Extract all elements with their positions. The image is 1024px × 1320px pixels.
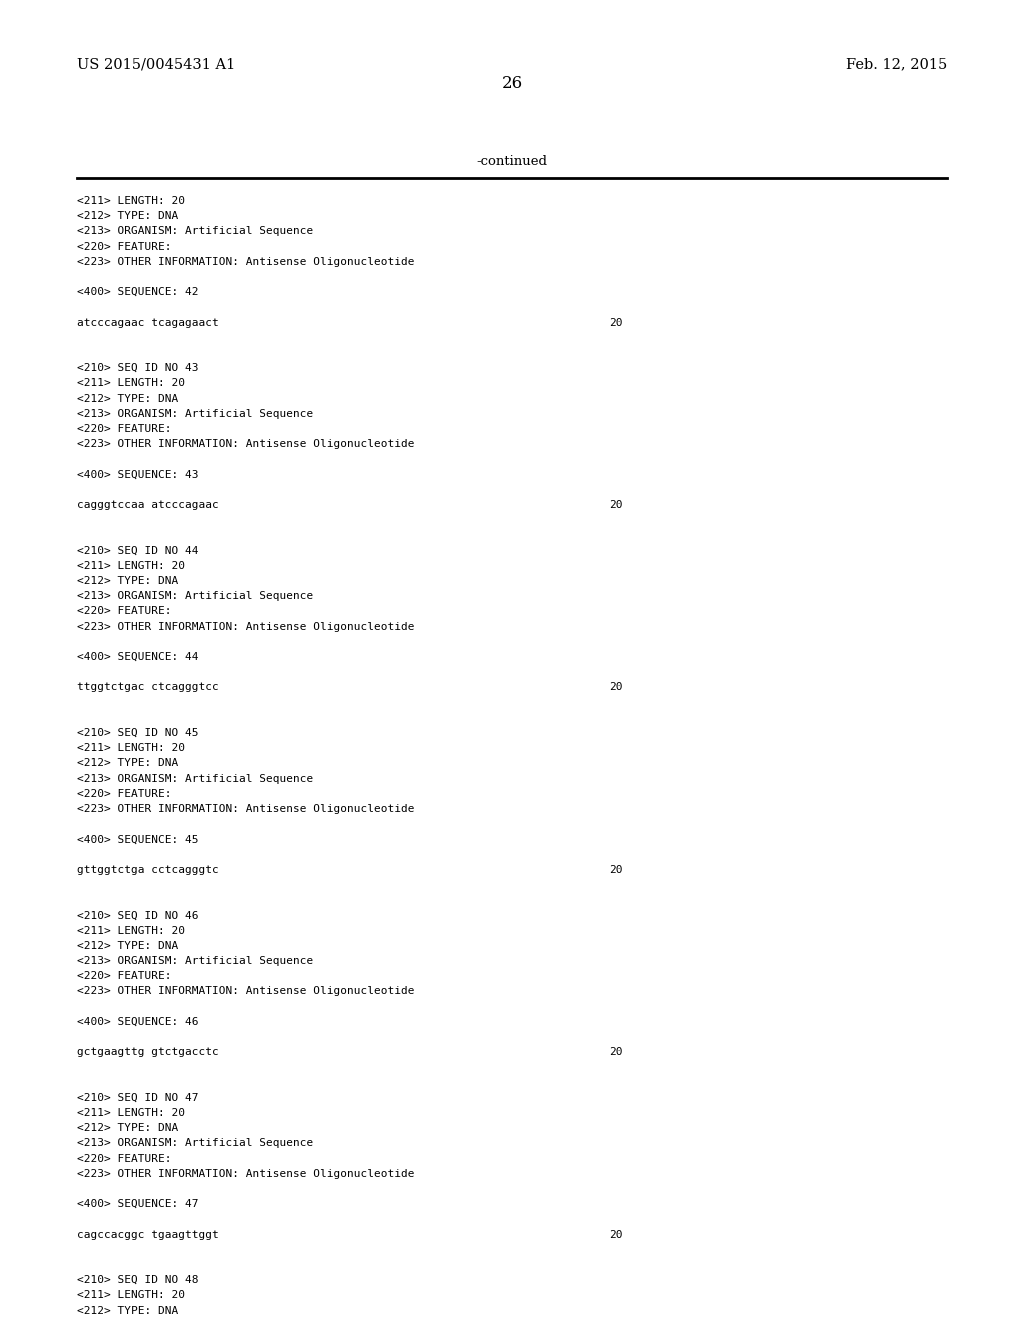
Text: <220> FEATURE:: <220> FEATURE:	[77, 972, 171, 981]
Text: <220> FEATURE:: <220> FEATURE:	[77, 606, 171, 616]
Text: 20: 20	[609, 1047, 623, 1057]
Text: <220> FEATURE:: <220> FEATURE:	[77, 789, 171, 799]
Text: <211> LENGTH: 20: <211> LENGTH: 20	[77, 379, 184, 388]
Text: <220> FEATURE:: <220> FEATURE:	[77, 424, 171, 434]
Text: <223> OTHER INFORMATION: Antisense Oligonucleotide: <223> OTHER INFORMATION: Antisense Oligo…	[77, 622, 415, 631]
Text: <223> OTHER INFORMATION: Antisense Oligonucleotide: <223> OTHER INFORMATION: Antisense Oligo…	[77, 257, 415, 267]
Text: <211> LENGTH: 20: <211> LENGTH: 20	[77, 195, 184, 206]
Text: <211> LENGTH: 20: <211> LENGTH: 20	[77, 925, 184, 936]
Text: <210> SEQ ID NO 47: <210> SEQ ID NO 47	[77, 1093, 199, 1102]
Text: <211> LENGTH: 20: <211> LENGTH: 20	[77, 1107, 184, 1118]
Text: <211> LENGTH: 20: <211> LENGTH: 20	[77, 1291, 184, 1300]
Text: <210> SEQ ID NO 45: <210> SEQ ID NO 45	[77, 729, 199, 738]
Text: cagggtccaa atcccagaac: cagggtccaa atcccagaac	[77, 500, 218, 510]
Text: <210> SEQ ID NO 46: <210> SEQ ID NO 46	[77, 911, 199, 920]
Text: 20: 20	[609, 500, 623, 510]
Text: gctgaagttg gtctgacctc: gctgaagttg gtctgacctc	[77, 1047, 218, 1057]
Text: <400> SEQUENCE: 47: <400> SEQUENCE: 47	[77, 1199, 199, 1209]
Text: <211> LENGTH: 20: <211> LENGTH: 20	[77, 743, 184, 754]
Text: <213> ORGANISM: Artificial Sequence: <213> ORGANISM: Artificial Sequence	[77, 1138, 313, 1148]
Text: <400> SEQUENCE: 42: <400> SEQUENCE: 42	[77, 288, 199, 297]
Text: <212> TYPE: DNA: <212> TYPE: DNA	[77, 393, 178, 404]
Text: <223> OTHER INFORMATION: Antisense Oligonucleotide: <223> OTHER INFORMATION: Antisense Oligo…	[77, 804, 415, 814]
Text: <223> OTHER INFORMATION: Antisense Oligonucleotide: <223> OTHER INFORMATION: Antisense Oligo…	[77, 440, 415, 449]
Text: <210> SEQ ID NO 44: <210> SEQ ID NO 44	[77, 545, 199, 556]
Text: <400> SEQUENCE: 43: <400> SEQUENCE: 43	[77, 470, 199, 479]
Text: gttggtctga cctcagggtc: gttggtctga cctcagggtc	[77, 865, 218, 875]
Text: 20: 20	[609, 865, 623, 875]
Text: <220> FEATURE:: <220> FEATURE:	[77, 242, 171, 252]
Text: <210> SEQ ID NO 43: <210> SEQ ID NO 43	[77, 363, 199, 374]
Text: atcccagaac tcagagaact: atcccagaac tcagagaact	[77, 318, 218, 327]
Text: <212> TYPE: DNA: <212> TYPE: DNA	[77, 759, 178, 768]
Text: <223> OTHER INFORMATION: Antisense Oligonucleotide: <223> OTHER INFORMATION: Antisense Oligo…	[77, 1168, 415, 1179]
Text: 20: 20	[609, 682, 623, 693]
Text: <213> ORGANISM: Artificial Sequence: <213> ORGANISM: Artificial Sequence	[77, 591, 313, 601]
Text: 26: 26	[502, 75, 522, 92]
Text: Feb. 12, 2015: Feb. 12, 2015	[846, 57, 947, 71]
Text: <211> LENGTH: 20: <211> LENGTH: 20	[77, 561, 184, 570]
Text: -continued: -continued	[476, 154, 548, 168]
Text: <400> SEQUENCE: 45: <400> SEQUENCE: 45	[77, 834, 199, 845]
Text: <212> TYPE: DNA: <212> TYPE: DNA	[77, 1305, 178, 1316]
Text: <400> SEQUENCE: 44: <400> SEQUENCE: 44	[77, 652, 199, 663]
Text: <400> SEQUENCE: 46: <400> SEQUENCE: 46	[77, 1016, 199, 1027]
Text: 20: 20	[609, 318, 623, 327]
Text: <212> TYPE: DNA: <212> TYPE: DNA	[77, 1123, 178, 1133]
Text: <223> OTHER INFORMATION: Antisense Oligonucleotide: <223> OTHER INFORMATION: Antisense Oligo…	[77, 986, 415, 997]
Text: cagccacggc tgaagttggt: cagccacggc tgaagttggt	[77, 1230, 218, 1239]
Text: <213> ORGANISM: Artificial Sequence: <213> ORGANISM: Artificial Sequence	[77, 409, 313, 418]
Text: <212> TYPE: DNA: <212> TYPE: DNA	[77, 211, 178, 222]
Text: <213> ORGANISM: Artificial Sequence: <213> ORGANISM: Artificial Sequence	[77, 774, 313, 784]
Text: US 2015/0045431 A1: US 2015/0045431 A1	[77, 57, 236, 71]
Text: <212> TYPE: DNA: <212> TYPE: DNA	[77, 576, 178, 586]
Text: <220> FEATURE:: <220> FEATURE:	[77, 1154, 171, 1164]
Text: <210> SEQ ID NO 48: <210> SEQ ID NO 48	[77, 1275, 199, 1286]
Text: <213> ORGANISM: Artificial Sequence: <213> ORGANISM: Artificial Sequence	[77, 956, 313, 966]
Text: <212> TYPE: DNA: <212> TYPE: DNA	[77, 941, 178, 950]
Text: <213> ORGANISM: Artificial Sequence: <213> ORGANISM: Artificial Sequence	[77, 227, 313, 236]
Text: ttggtctgac ctcagggtcc: ttggtctgac ctcagggtcc	[77, 682, 218, 693]
Text: 20: 20	[609, 1230, 623, 1239]
